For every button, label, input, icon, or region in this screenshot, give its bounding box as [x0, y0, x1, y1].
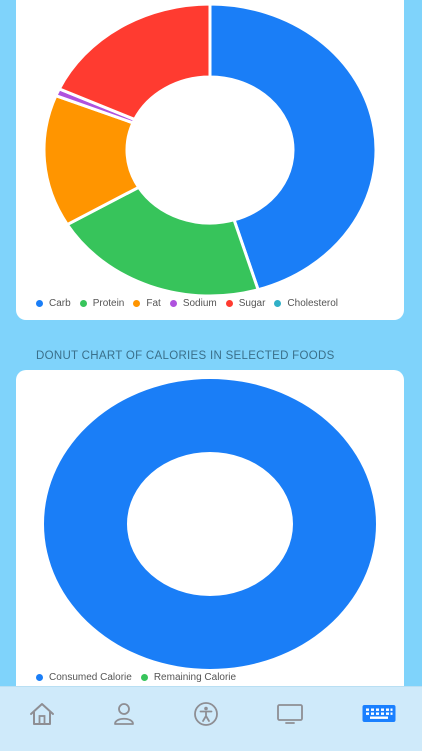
nutrition-chart-legend: Carb Protein Fat Sodium Sugar Cholesterol — [36, 298, 347, 309]
legend-dot — [36, 674, 43, 681]
legend-dot — [36, 300, 43, 307]
home-icon — [30, 703, 54, 725]
legend-item-fat: Fat — [133, 298, 161, 309]
nutrition-donut-chart — [42, 2, 378, 298]
calorie-slice-consumed-calorie — [44, 379, 376, 669]
legend-item-sodium: Sodium — [169, 298, 217, 309]
calorie-chart-card: Consumed Calorie Remaining Calorie — [16, 370, 404, 700]
accessibility-icon — [194, 702, 218, 726]
legend-dot — [225, 300, 233, 307]
legend-dot — [140, 674, 148, 681]
calorie-chart-legend: Consumed Calorie Remaining Calorie — [36, 672, 245, 683]
section-title: DONUT CHART OF CALORIES IN SELECTED FOOD… — [36, 350, 335, 362]
nutrition-chart-card: Carb Protein Fat Sodium Sugar Cholesterol — [16, 0, 404, 320]
legend-label: Fat — [146, 298, 161, 309]
legend-label: Carb — [49, 298, 71, 309]
legend-dot — [79, 300, 87, 307]
nutrition-slice-protein — [65, 185, 260, 298]
tab-bar — [0, 686, 422, 751]
legend-item-carb: Carb — [36, 298, 71, 309]
nutrition-slice-carb — [208, 2, 378, 292]
calorie-donut-chart — [44, 379, 376, 669]
legend-label: Remaining Calorie — [153, 672, 237, 683]
tab-accessibility[interactable] — [164, 687, 248, 741]
tab-keyboard[interactable] — [337, 687, 421, 741]
legend-label: Sodium — [182, 298, 217, 309]
person-icon — [114, 703, 134, 725]
tab-profile[interactable] — [82, 687, 166, 741]
legend-item-cholesterol: Cholesterol — [274, 298, 338, 309]
legend-item-consumed-calorie: Consumed Calorie — [36, 672, 132, 683]
legend-item-remaining-calorie: Remaining Calorie — [140, 672, 237, 683]
legend-label: Sugar — [238, 298, 266, 309]
legend-label: Protein — [92, 298, 125, 309]
legend-dot — [169, 300, 177, 307]
monitor-icon — [277, 704, 303, 724]
legend-dot — [274, 300, 282, 307]
nutrition-slice-sugar — [57, 2, 212, 121]
legend-dot — [133, 300, 141, 307]
legend-item-sugar: Sugar — [225, 298, 266, 309]
keyboard-icon — [362, 705, 396, 722]
legend-label: Cholesterol — [287, 298, 339, 309]
legend-item-protein: Protein — [79, 298, 125, 309]
legend-label: Consumed Calorie — [49, 672, 132, 683]
tab-display[interactable] — [248, 687, 332, 741]
tab-home[interactable] — [0, 687, 84, 741]
